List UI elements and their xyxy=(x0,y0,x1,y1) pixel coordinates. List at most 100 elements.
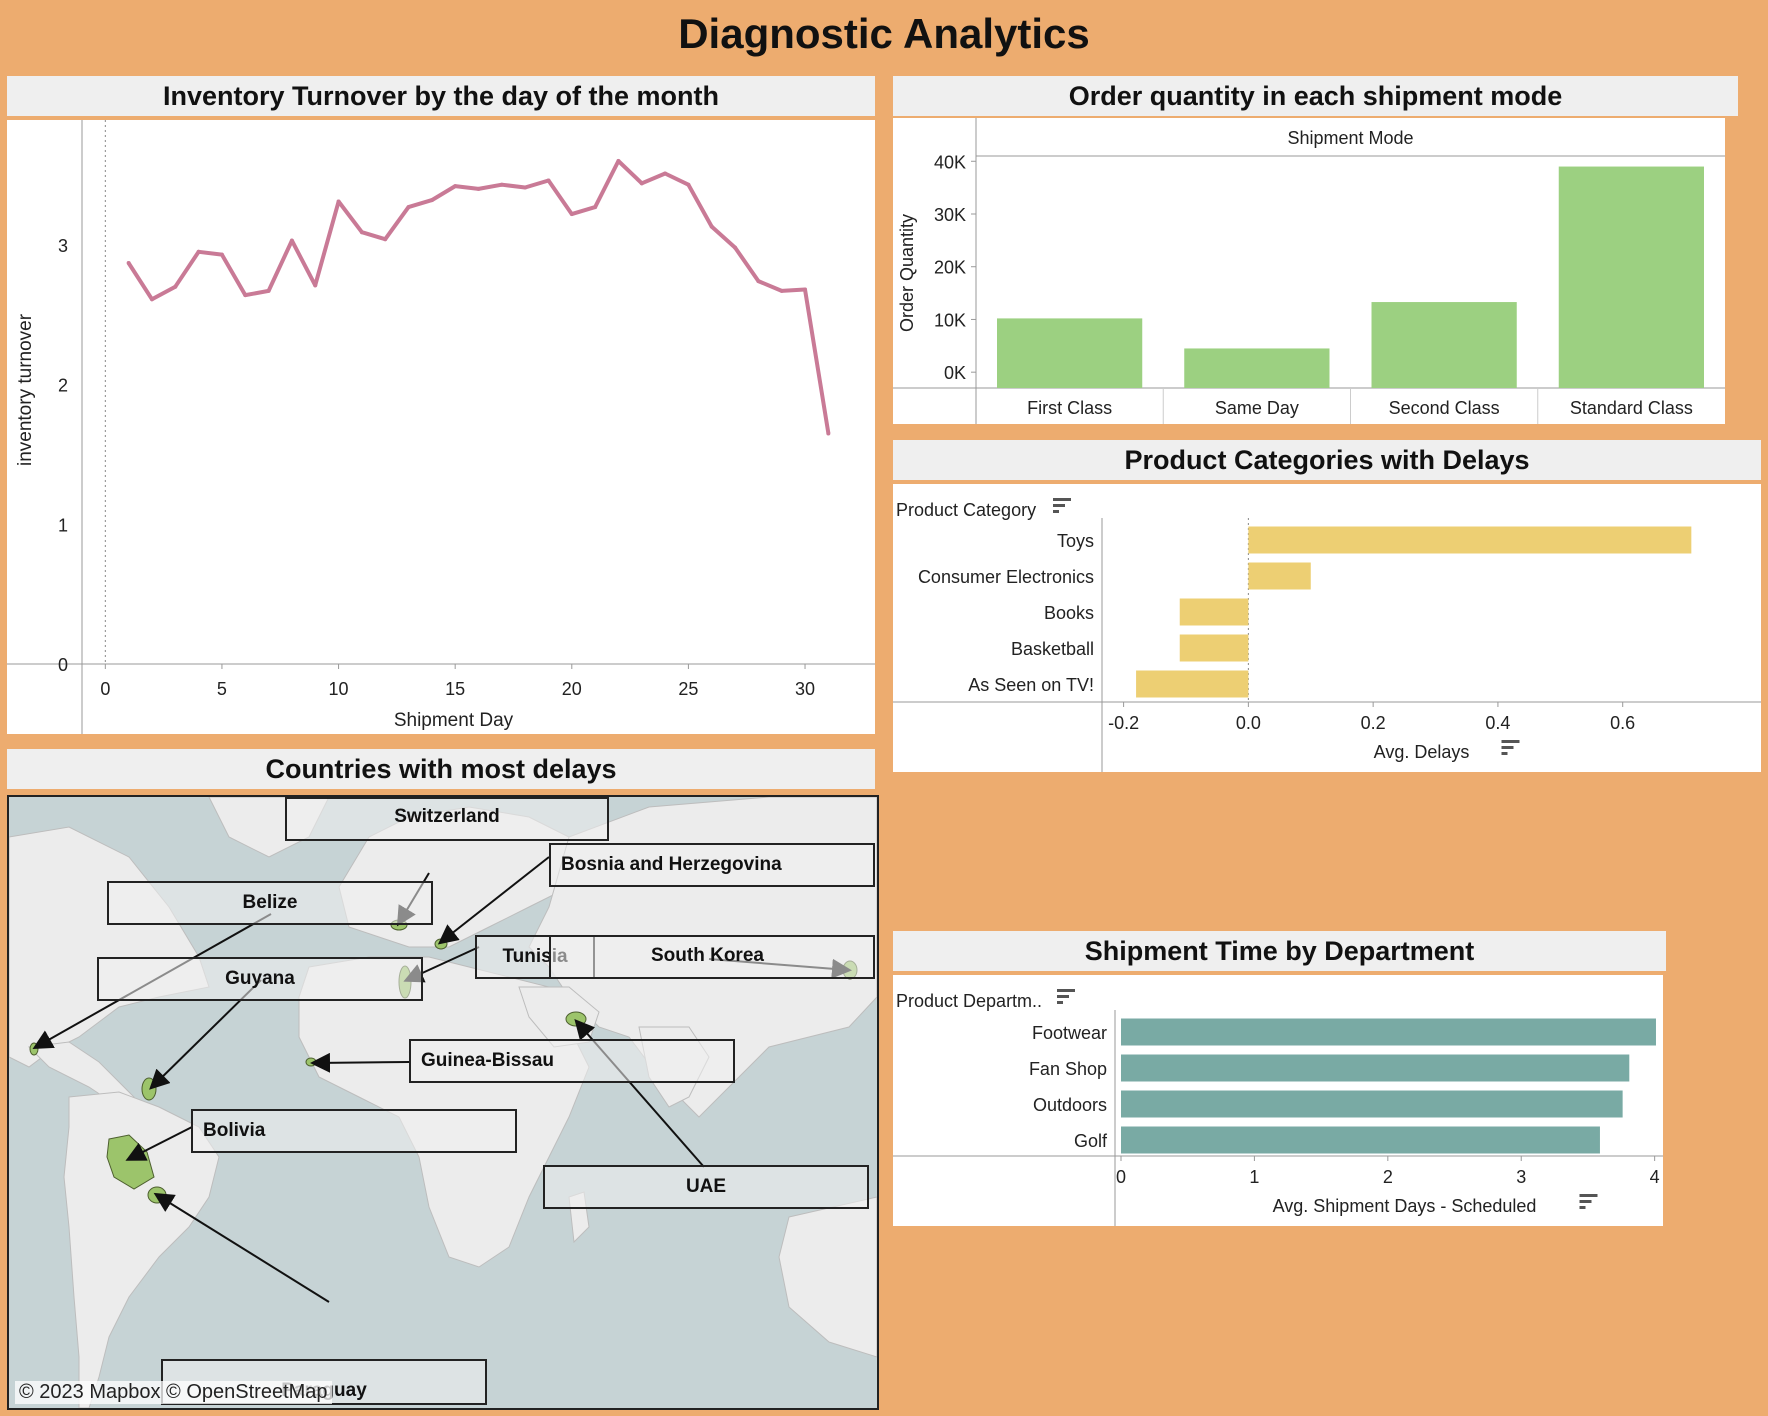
delays-category-label: Books xyxy=(1044,603,1094,623)
country-label-belize[interactable]: Belize xyxy=(107,881,433,925)
shiptime-x-sort-icon xyxy=(1579,1194,1598,1209)
turnover-point xyxy=(569,212,574,217)
turnover-point xyxy=(733,245,738,250)
country-label-switzerland[interactable]: Switzerland xyxy=(285,797,609,841)
delays-x-axis-title: Avg. Delays xyxy=(1374,742,1470,762)
shipmode-chart[interactable]: Shipment Mode Order Quantity 0K 10K 20K 30K 40… xyxy=(893,118,1725,424)
shape-belize xyxy=(29,1042,39,1056)
shiptime-row-header: Product Departm.. xyxy=(896,991,1042,1011)
turnover-point xyxy=(686,182,691,187)
turnover-x-tick-label: 20 xyxy=(562,679,582,699)
land-australia xyxy=(778,1196,877,1358)
turnover-x-tick-label: 0 xyxy=(100,679,110,699)
shape-bosnia xyxy=(434,938,448,950)
dashboard-title: Diagnostic Analytics xyxy=(678,10,1090,57)
shape-uae xyxy=(565,1011,587,1027)
shipmode-x-tick-label: Standard Class xyxy=(1570,398,1693,418)
turnover-point xyxy=(779,288,784,293)
country-label-bosnia[interactable]: Bosnia and Herzegovina xyxy=(549,843,875,887)
turnover-point xyxy=(149,297,154,302)
turnover-x-axis-title: Shipment Day xyxy=(394,710,514,731)
delays-svg: Product Category Toys Consumer Electronics… xyxy=(893,498,1761,784)
delays-chart[interactable]: Product Category Toys Consumer Electronics… xyxy=(893,484,1761,784)
turnover-point xyxy=(476,186,481,191)
shiptime-x-tick-label: 0 xyxy=(1116,1167,1126,1187)
shape-guyana xyxy=(141,1077,157,1101)
delays-x-sort-icon xyxy=(1501,740,1520,755)
delays-row-sort-icon xyxy=(1053,498,1071,513)
delay-map[interactable]: Switzerland Bosnia and Herzegovina Beliz… xyxy=(7,795,879,1410)
turnover-point xyxy=(616,158,621,163)
country-label-bolivia[interactable]: Bolivia xyxy=(191,1109,517,1153)
turnover-point xyxy=(803,287,808,292)
shiptime-svg: Product Departm.. Footwear Fan Shop Outdoor… xyxy=(893,989,1663,1275)
turnover-point xyxy=(499,182,504,187)
turnover-point xyxy=(336,199,341,204)
turnover-x-tick-label: 30 xyxy=(795,679,815,699)
turnover-point xyxy=(709,224,714,229)
shipmode-y-tick-label: 30K xyxy=(934,205,966,225)
turnover-point xyxy=(523,185,528,190)
shipmode-y-axis-title: Order Quantity xyxy=(897,214,917,332)
turnover-y-tick-label: 1 xyxy=(58,515,68,535)
land-central-america xyxy=(27,1041,135,1108)
turnover-panel-title: Inventory Turnover by the day of the mon… xyxy=(7,76,875,116)
delays-panel-title: Product Categories with Delays xyxy=(893,440,1761,480)
turnover-point xyxy=(826,431,831,436)
turnover-y-tick-label: 0 xyxy=(58,655,68,675)
shiptime-category-label: Fan Shop xyxy=(1029,1059,1107,1079)
turnover-point xyxy=(429,198,434,203)
turnover-y-axis-title: inventory turnover xyxy=(15,313,36,466)
shiptime-x-tick-label: 2 xyxy=(1383,1167,1393,1187)
shiptime-bar xyxy=(1121,1090,1623,1118)
turnover-chart[interactable]: 0 1 2 3 0 5 10 15 20 25 30 Shipment Day inventory tu… xyxy=(7,120,875,734)
shiptime-category-label: Outdoors xyxy=(1033,1095,1107,1115)
delays-bar xyxy=(1179,598,1249,626)
country-label-guyana[interactable]: Guyana xyxy=(97,957,423,1001)
turnover-point xyxy=(756,279,761,284)
turnover-point xyxy=(406,205,411,210)
turnover-point xyxy=(383,237,388,242)
shipmode-y-tick-label: 0K xyxy=(944,363,966,383)
shiptime-bar xyxy=(1121,1054,1630,1082)
turnover-point xyxy=(289,238,294,243)
shiptime-row-sort-icon xyxy=(1057,989,1075,1004)
turnover-point xyxy=(126,260,131,265)
delays-row-header: Product Category xyxy=(896,500,1036,520)
turnover-x-tick-label: 25 xyxy=(678,679,698,699)
shipmode-x-tick-label: Same Day xyxy=(1215,398,1299,418)
turnover-point xyxy=(359,230,364,235)
arrow-paraguay xyxy=(153,1192,330,1303)
shipmode-svg: Shipment Mode Order Quantity 0K 10K 20K 30K 40… xyxy=(893,118,1725,424)
shipmode-x-tick-label: First Class xyxy=(1027,398,1112,418)
delays-category-label: As Seen on TV! xyxy=(968,675,1094,695)
turnover-point xyxy=(639,181,644,186)
turnover-x-tick-label: 15 xyxy=(445,679,465,699)
shipmode-y-tick-label: 20K xyxy=(934,258,966,278)
turnover-point xyxy=(313,283,318,288)
turnover-point xyxy=(453,184,458,189)
shiptime-chart[interactable]: Product Departm.. Footwear Fan Shop Outdoor… xyxy=(893,975,1663,1275)
shipmode-y-tick-label: 40K xyxy=(934,152,966,172)
shiptime-x-tick-label: 3 xyxy=(1516,1167,1526,1187)
map-attribution[interactable]: © 2023 Mapbox © OpenStreetMap xyxy=(15,1381,332,1404)
delays-category-label: Consumer Electronics xyxy=(918,567,1094,587)
delays-x-tick-label: 0.6 xyxy=(1610,713,1635,733)
turnover-x-tick-label: 10 xyxy=(329,679,349,699)
shipmode-bar xyxy=(1558,166,1704,388)
shipmode-x-tick-label: Second Class xyxy=(1389,398,1500,418)
country-label-guinea-bissau[interactable]: Guinea-Bissau xyxy=(409,1039,735,1083)
country-label-south-korea[interactable]: South Korea xyxy=(549,935,875,979)
country-label-uae[interactable]: UAE xyxy=(543,1165,869,1209)
land-north-america xyxy=(9,826,210,1068)
turnover-series-line xyxy=(126,159,831,434)
turnover-point xyxy=(243,293,248,298)
map-panel-title: Countries with most delays xyxy=(7,749,875,789)
turnover-point xyxy=(173,284,178,289)
arrow-guinea-bissau xyxy=(310,1052,410,1073)
shiptime-x-tick-label: 4 xyxy=(1650,1167,1660,1187)
shiptime-category-label: Footwear xyxy=(1032,1023,1107,1043)
shiptime-x-axis-title: Avg. Shipment Days - Scheduled xyxy=(1273,1196,1537,1216)
arrow-bolivia xyxy=(125,1126,193,1161)
